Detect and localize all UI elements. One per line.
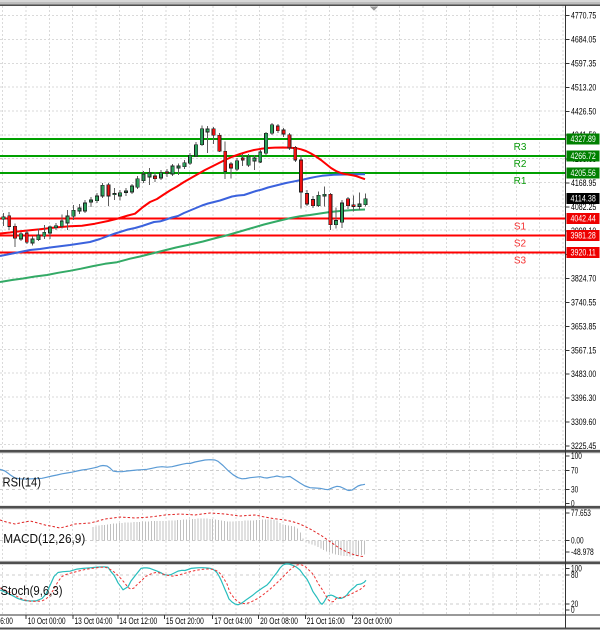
- svg-text:MACD(12,26,9): MACD(12,26,9): [3, 532, 85, 546]
- svg-text:4168.95: 4168.95: [571, 178, 596, 188]
- svg-text:R2: R2: [514, 159, 527, 170]
- svg-text:3981.28: 3981.28: [571, 231, 596, 241]
- svg-text:4597.35: 4597.35: [571, 59, 596, 69]
- svg-text:0: 0: [571, 605, 575, 615]
- svg-text:4426.50: 4426.50: [571, 106, 596, 116]
- svg-text:100: 100: [571, 564, 582, 574]
- svg-text:14 Oct 12:00: 14 Oct 12:00: [119, 616, 157, 626]
- svg-text:Stoch(9,6,3): Stoch(9,6,3): [1, 584, 63, 598]
- svg-text:3740.55: 3740.55: [571, 298, 596, 308]
- svg-text:0.00: 0.00: [571, 535, 584, 545]
- svg-text:23 Oct 00:00: 23 Oct 00:00: [354, 616, 392, 626]
- svg-text:20 Oct 08:00: 20 Oct 08:00: [260, 616, 298, 626]
- svg-text:RSI(14): RSI(14): [3, 476, 42, 490]
- svg-text:4513.20: 4513.20: [571, 82, 596, 92]
- svg-text:3225.45: 3225.45: [571, 441, 596, 451]
- svg-text:3309.60: 3309.60: [571, 417, 596, 427]
- svg-text:10 Oct 00:00: 10 Oct 00:00: [28, 616, 66, 626]
- svg-text:R1: R1: [514, 176, 527, 187]
- svg-text:3483.00: 3483.00: [571, 369, 596, 379]
- svg-text:70: 70: [571, 465, 578, 475]
- svg-text:13 Oct 04:00: 13 Oct 04:00: [75, 616, 113, 626]
- svg-text:17 Oct 04:00: 17 Oct 04:00: [214, 616, 252, 626]
- svg-text:4684.05: 4684.05: [571, 35, 596, 45]
- svg-text:4205.56: 4205.56: [571, 168, 596, 178]
- svg-text:15 Oct 20:00: 15 Oct 20:00: [166, 616, 204, 626]
- svg-text:4114.38: 4114.38: [571, 194, 596, 204]
- svg-text:4082.25: 4082.25: [571, 202, 596, 212]
- svg-text:80: 80: [571, 570, 578, 580]
- svg-text:6:00: 6:00: [0, 616, 13, 626]
- svg-text:3824.70: 3824.70: [571, 274, 596, 284]
- svg-text:100: 100: [571, 451, 582, 461]
- svg-text:3567.15: 3567.15: [571, 345, 596, 355]
- svg-text:3396.30: 3396.30: [571, 393, 596, 403]
- svg-text:3653.85: 3653.85: [571, 321, 596, 331]
- svg-text:S2: S2: [514, 239, 527, 250]
- svg-text:21 Oct 16:00: 21 Oct 16:00: [307, 616, 345, 626]
- svg-text:4042.44: 4042.44: [571, 214, 596, 224]
- svg-text:S3: S3: [514, 256, 527, 267]
- svg-text:30: 30: [571, 485, 578, 495]
- svg-text:20: 20: [571, 599, 578, 609]
- svg-text:4327.89: 4327.89: [571, 134, 596, 144]
- svg-text:3920.11: 3920.11: [571, 248, 596, 258]
- svg-text:4266.72: 4266.72: [571, 151, 596, 161]
- svg-text:4770.75: 4770.75: [571, 11, 596, 21]
- svg-text:S1: S1: [514, 222, 527, 233]
- svg-text:77.653: 77.653: [571, 508, 591, 518]
- svg-text:0: 0: [571, 499, 575, 509]
- svg-text:-48.978: -48.978: [571, 547, 594, 557]
- svg-text:R3: R3: [514, 142, 527, 153]
